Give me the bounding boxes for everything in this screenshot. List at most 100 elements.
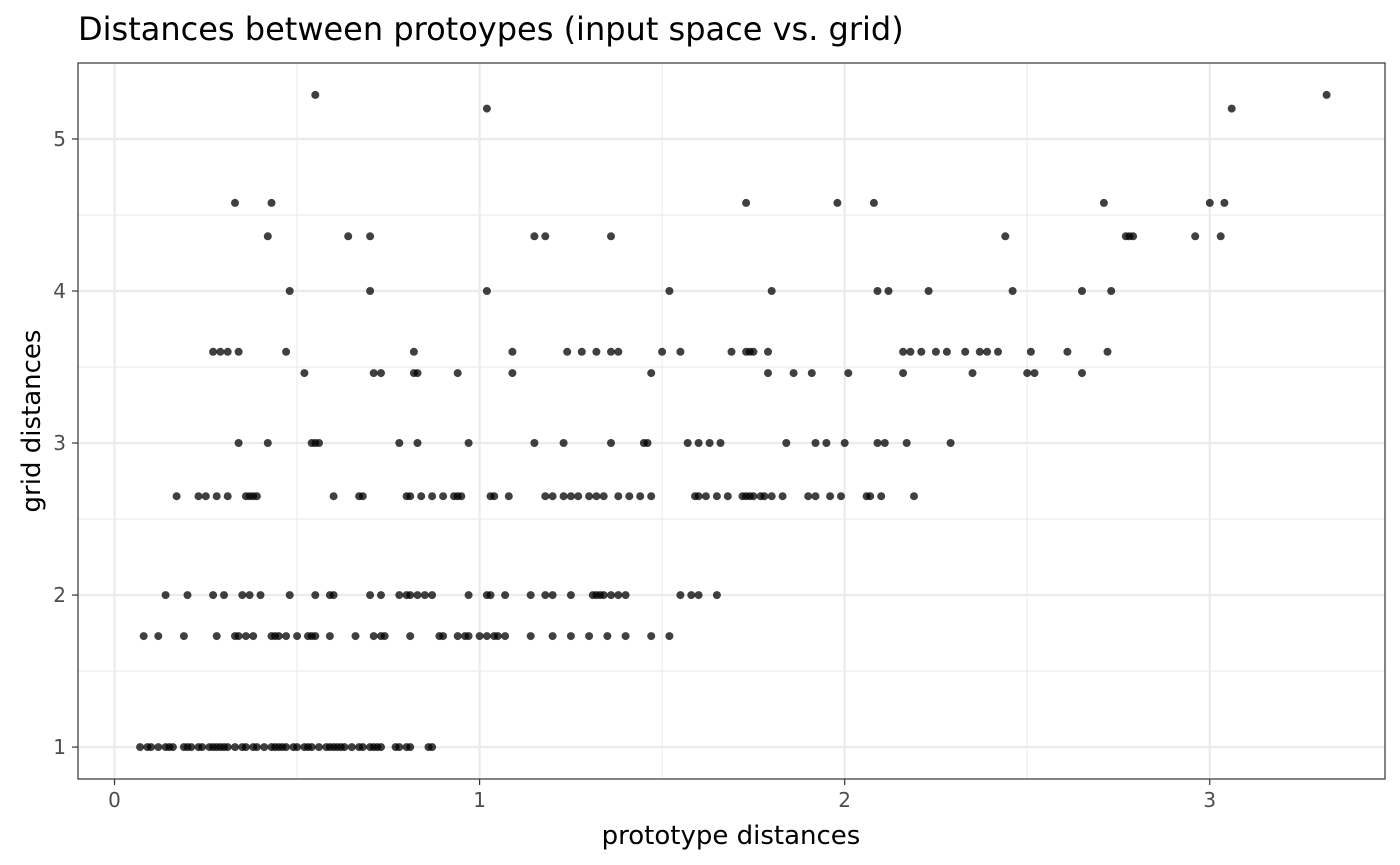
data-point [880, 439, 889, 447]
data-point [395, 743, 404, 752]
data-point [585, 632, 594, 641]
data-point [899, 347, 908, 356]
data-point [358, 492, 367, 501]
data-point [212, 632, 221, 641]
data-point [406, 591, 415, 600]
data-point [351, 632, 360, 641]
x-tick-label: 1 [473, 788, 486, 812]
data-point [658, 347, 667, 356]
data-point [607, 439, 615, 447]
data-point [307, 743, 316, 752]
data-point [409, 347, 418, 356]
data-point [198, 743, 207, 752]
data-point [924, 287, 933, 295]
data-point [285, 591, 294, 600]
data-point [665, 287, 674, 295]
data-point [501, 632, 510, 641]
data-point [712, 591, 721, 600]
data-point [209, 591, 218, 600]
data-point [647, 492, 656, 501]
data-point [457, 492, 466, 501]
data-point [241, 632, 250, 641]
data-point [274, 632, 283, 641]
data-point [216, 347, 225, 356]
data-point [566, 632, 575, 641]
data-point [482, 632, 491, 641]
data-point [1078, 369, 1086, 378]
data-points [136, 90, 1331, 752]
x-tick-label: 3 [1203, 788, 1216, 812]
data-point [406, 632, 415, 641]
data-point [172, 492, 181, 501]
data-point [826, 492, 835, 501]
data-point [223, 492, 232, 501]
data-point [607, 347, 615, 356]
data-point [453, 632, 462, 641]
data-point [161, 591, 170, 600]
data-point [395, 439, 404, 447]
data-point [1205, 198, 1214, 207]
data-point [154, 632, 163, 641]
data-point [223, 743, 232, 752]
data-point [504, 492, 513, 501]
data-point [541, 492, 550, 501]
data-point [406, 492, 415, 501]
data-point [209, 347, 218, 356]
data-point [358, 743, 367, 752]
data-point [311, 632, 320, 641]
data-point [526, 632, 535, 641]
data-point [742, 198, 751, 207]
data-point [877, 492, 886, 501]
y-tick-label: 4 [53, 279, 66, 303]
data-point [968, 369, 977, 378]
data-point [260, 743, 269, 752]
data-point [252, 492, 261, 501]
data-point [311, 591, 320, 600]
data-point [183, 591, 192, 600]
data-point [577, 347, 586, 356]
data-point [614, 347, 623, 356]
data-point [705, 439, 714, 447]
data-point [220, 591, 228, 600]
data-point [252, 743, 261, 752]
data-point [136, 743, 145, 752]
data-point [563, 347, 572, 356]
data-point [1227, 104, 1236, 113]
data-point [789, 369, 798, 378]
data-point [676, 591, 685, 600]
data-point [282, 743, 291, 752]
data-point [201, 492, 210, 501]
data-point [910, 492, 918, 501]
y-tick-label: 3 [53, 431, 66, 455]
data-point [464, 632, 473, 641]
data-point [844, 369, 853, 378]
y-tick-label: 2 [53, 583, 66, 607]
data-point [369, 632, 378, 641]
data-point [1008, 287, 1017, 295]
data-point [599, 591, 608, 600]
data-point [647, 369, 656, 378]
data-point [245, 591, 254, 600]
data-point [665, 632, 674, 641]
data-point [315, 743, 323, 752]
x-tick-label: 0 [108, 788, 121, 812]
data-point [840, 439, 849, 447]
data-point [621, 591, 630, 600]
data-point [340, 743, 349, 752]
data-point [607, 591, 615, 600]
data-point [822, 439, 831, 447]
data-point [234, 347, 243, 356]
data-point [749, 347, 758, 356]
data-point [884, 287, 893, 295]
data-point [946, 439, 955, 447]
data-point [482, 104, 491, 113]
data-point [906, 347, 915, 356]
data-point [694, 439, 703, 447]
data-point [508, 369, 517, 378]
data-point [1099, 198, 1108, 207]
data-point [282, 632, 291, 641]
data-point [712, 492, 721, 501]
x-axis-label: prototype distances [602, 821, 861, 851]
axis-ticks: 0 1 2 3 1 2 3 4 5 [53, 127, 1216, 812]
data-point [179, 632, 188, 641]
